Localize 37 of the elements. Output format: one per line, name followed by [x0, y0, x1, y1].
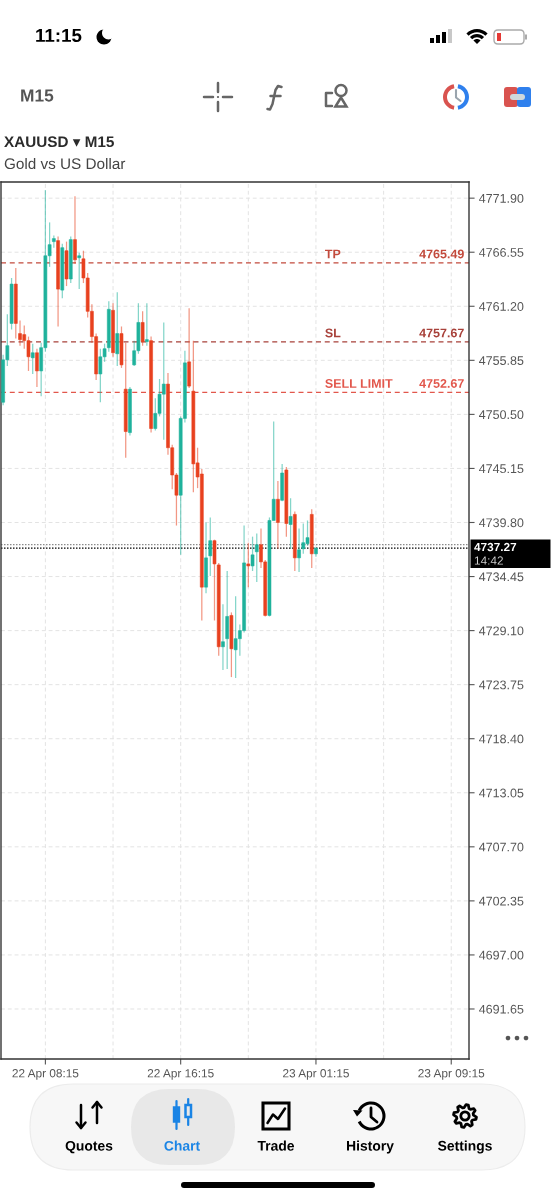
y-tick-label: 4734.45: [479, 572, 524, 582]
y-tick-label: 4750.50: [479, 410, 524, 420]
text: 4737.27: [474, 542, 517, 552]
y-tick-label: 4691.65: [479, 1004, 524, 1014]
text: History: [347, 1140, 394, 1154]
x-tick-label: 22 Apr 08:15: [12, 1069, 79, 1080]
ref-line-label: SL: [325, 328, 341, 338]
y-tick-label: 4771.90: [479, 193, 524, 203]
text: Chart: [164, 1140, 200, 1151]
annotation: 4765.49: [419, 249, 464, 259]
y-tick-label: 4739.80: [479, 518, 524, 528]
y-tick-label: 4723.75: [479, 680, 524, 690]
ref-line-label: SELL LIMIT: [325, 379, 393, 388]
y-tick-label: 4761.20: [479, 302, 524, 311]
ref-line-label: TP: [325, 249, 341, 259]
y-tick-label: 4766.55: [479, 248, 524, 257]
y-tick-label: 4729.10: [479, 626, 524, 636]
text: Quotes: [65, 1140, 113, 1154]
y-tick-label: 4713.05: [479, 788, 524, 798]
y-tick-label: 4745.15: [479, 464, 524, 474]
text: Trade: [257, 1140, 295, 1151]
y-tick-label: 4707.70: [479, 842, 524, 852]
x-tick-label: 23 Apr 09:15: [418, 1069, 485, 1080]
text: Settings: [438, 1140, 492, 1154]
text: 14:42: [474, 556, 503, 565]
chart-title: XAUUSD ▾ M15: [4, 136, 114, 148]
x-tick-label: 22 Apr 16:15: [147, 1069, 214, 1080]
annotation: 4752.67: [419, 379, 464, 388]
y-tick-label: 4718.40: [479, 734, 524, 744]
annotation: 4757.67: [419, 328, 464, 338]
text: 11:15: [36, 28, 82, 43]
y-tick-label: 4755.85: [479, 356, 524, 365]
x-tick-label: 23 Apr 01:15: [283, 1069, 349, 1080]
y-tick-label: 4702.35: [479, 896, 524, 906]
y-tick-label: 4697.00: [479, 950, 524, 960]
chart-subtitle: Gold vs US Dollar: [4, 157, 126, 170]
text: M15: [21, 89, 54, 102]
